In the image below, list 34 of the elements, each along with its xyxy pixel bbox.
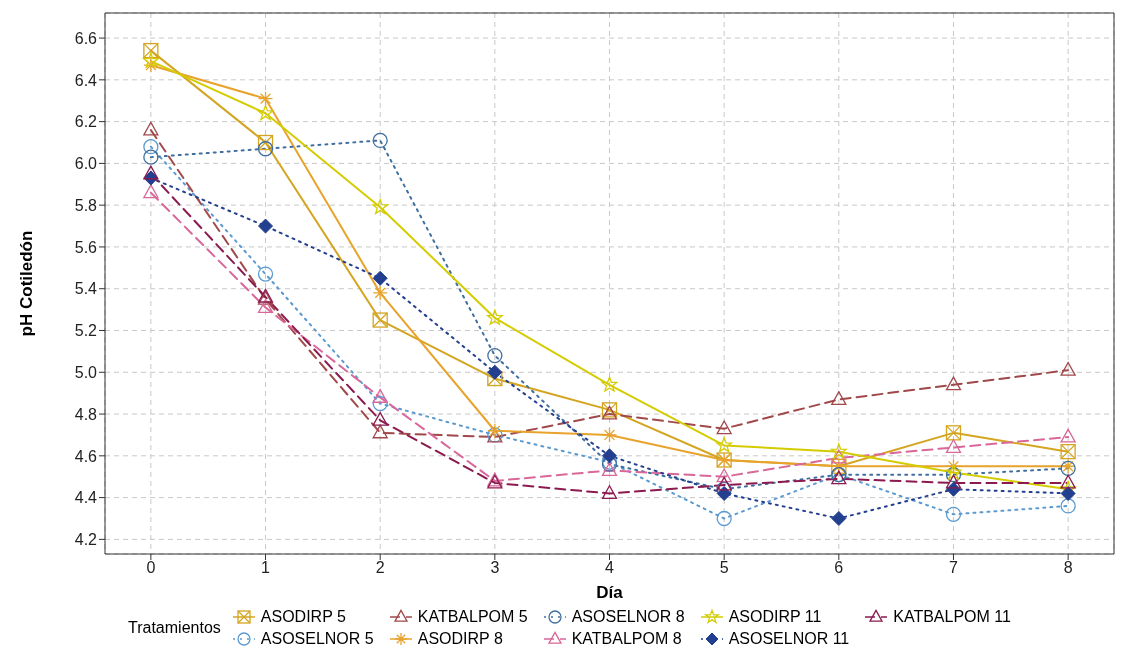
y-tick-label: 5.4 bbox=[74, 280, 98, 298]
x-tick-label: 0 bbox=[146, 559, 156, 577]
x-tick-label: 2 bbox=[375, 559, 385, 577]
y-tick-label: 5.6 bbox=[74, 238, 98, 256]
legend-label: ASODIRP 5 bbox=[260, 608, 346, 626]
x-tick-label: 7 bbox=[949, 559, 959, 577]
y-tick-label: 5.0 bbox=[74, 363, 98, 381]
legend-label: ASOSELNOR 11 bbox=[728, 630, 850, 648]
legend-label: ASOSELNOR 8 bbox=[571, 608, 685, 626]
legend-label: ASOSELNOR 5 bbox=[260, 630, 374, 648]
y-tick-label: 6.0 bbox=[74, 155, 98, 173]
x-tick-label: 4 bbox=[605, 559, 615, 577]
x-tick-label: 3 bbox=[490, 559, 500, 577]
y-tick-label: 6.4 bbox=[74, 71, 98, 89]
y-tick-label: 5.8 bbox=[74, 196, 98, 214]
y-tick-label: 4.4 bbox=[74, 489, 98, 507]
y-tick-label: 6.2 bbox=[74, 113, 98, 131]
legend-title: Tratamientos bbox=[128, 619, 221, 637]
x-tick-label: 6 bbox=[834, 559, 844, 577]
legend-label: ASODIRP 11 bbox=[728, 608, 822, 626]
y-tick-label: 4.8 bbox=[74, 405, 98, 423]
x-tick-label: 5 bbox=[719, 559, 729, 577]
legend-label: KATBALPOM 8 bbox=[571, 630, 682, 648]
legend-label: KATBALPOM 11 bbox=[893, 608, 1011, 626]
y-tick-label: 4.2 bbox=[74, 531, 98, 549]
x-axis-title: Día bbox=[596, 583, 624, 602]
y-tick-label: 5.2 bbox=[74, 322, 98, 340]
x-tick-label: 8 bbox=[1063, 559, 1073, 577]
x-tick-label: 1 bbox=[261, 559, 271, 577]
y-axis-title: pH Cotiledón bbox=[17, 230, 37, 337]
y-tick-label: 4.6 bbox=[74, 447, 98, 465]
legend-label: ASODIRP 8 bbox=[417, 630, 503, 648]
y-tick-label: 6.6 bbox=[74, 29, 98, 47]
legend-label: KATBALPOM 5 bbox=[417, 608, 528, 626]
